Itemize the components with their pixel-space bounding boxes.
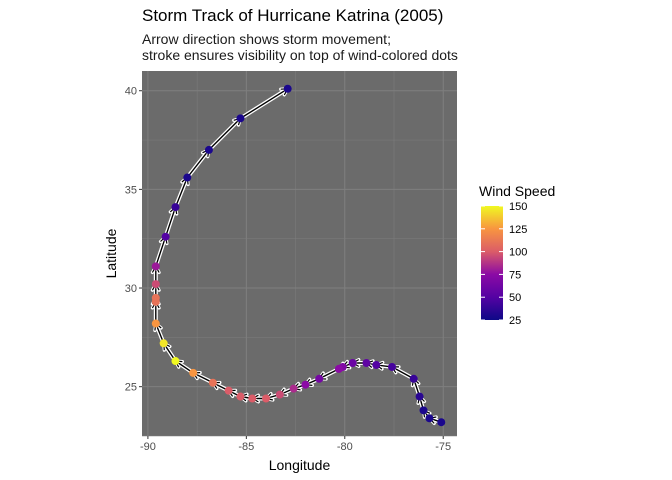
storm-point [301,380,310,389]
legend-label: 25 [509,315,521,327]
chart-title: Storm Track of Hurricane Katrina (2005) [142,6,443,25]
legend-label: 75 [509,269,521,281]
y-tick-label: 40 [125,86,137,98]
storm-point [183,173,192,182]
storm-point [159,339,168,348]
legend-title: Wind Speed [479,183,555,199]
chart-subtitle-line-1: Arrow direction shows storm movement; [142,31,391,47]
storm-point [372,360,381,369]
track-line [155,88,442,423]
track-path [153,86,444,425]
storm-point [283,84,292,93]
grid-lines [142,71,457,437]
storm-point [348,359,357,367]
x-tick-label: -90 [140,441,156,453]
storm-point [151,280,160,289]
storm-point [161,232,170,241]
storm-point [248,394,257,403]
storm-point [409,374,418,383]
storm-point [236,392,245,401]
storm-point [171,357,180,366]
storm-point [204,145,213,154]
y-tick-label: 35 [125,184,137,196]
x-axis-ticks: -90 -85 -80 -75 [140,436,451,453]
x-tick-label: -85 [238,441,254,453]
legend-label: 125 [509,224,527,236]
x-tick-label: -80 [337,441,353,453]
x-tick-label: -75 [435,441,451,453]
storm-point [236,114,245,123]
legend-colorbar [481,206,503,320]
storm-point [275,390,284,399]
y-tick-label: 25 [125,382,137,394]
storm-point [362,359,371,367]
storm-point [415,392,424,401]
storm-point [289,384,298,393]
storm-point [334,364,343,373]
legend-ticks: 25 50 75 100 125 150 [481,201,527,327]
legend-label: 100 [509,247,527,259]
storm-point [151,319,160,328]
storm-point [224,386,233,395]
chart-subtitle-line-2: stroke ensures visibility on top of wind… [142,47,458,63]
plot-panel [142,71,457,436]
y-axis-ticks: 25 30 35 40 [125,86,142,394]
legend-label: 150 [509,201,527,213]
x-axis-title: Longitude [269,457,331,473]
y-axis-title: Latitude [103,228,119,278]
storm-point [171,203,180,212]
storm-point [425,414,434,423]
storm-point [437,418,446,427]
y-tick-label: 30 [125,283,137,295]
storm-point [315,374,324,383]
storm-point [388,362,397,371]
wind-points [151,84,446,427]
storm-point [208,378,217,387]
storm-point [262,394,271,403]
storm-point [189,368,198,377]
storm-point [151,293,160,302]
legend-label: 50 [509,292,521,304]
storm-point [151,262,160,271]
storm-point [419,406,428,415]
